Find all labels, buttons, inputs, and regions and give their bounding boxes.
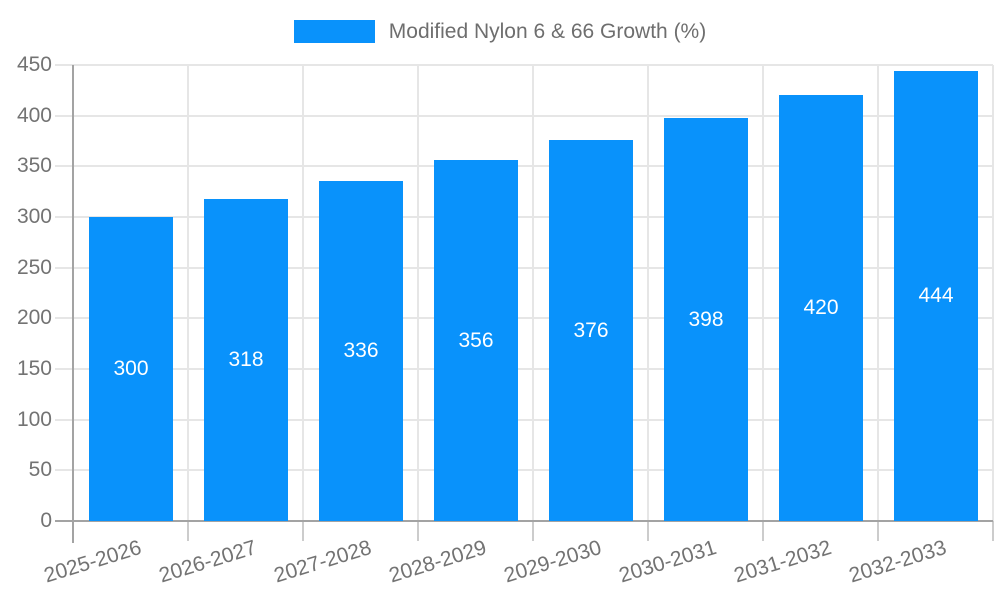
legend[interactable]: Modified Nylon 6 & 66 Growth (%) (0, 20, 1000, 43)
x-axis-tick (992, 521, 994, 541)
x-gridline (302, 65, 304, 521)
x-axis-category-label: 2029-2030 (501, 536, 605, 588)
bar-value-label: 444 (918, 284, 954, 307)
bar[interactable]: 444 (894, 71, 978, 521)
bar-value-label: 420 (803, 296, 839, 319)
x-axis-tick (762, 521, 764, 541)
bar-value-label: 336 (343, 339, 379, 362)
y-gridline (55, 317, 993, 319)
x-axis-tick (647, 521, 649, 541)
x-gridline (417, 65, 419, 521)
bar[interactable]: 420 (779, 95, 863, 521)
x-axis-category-label: 2030-2031 (616, 536, 720, 588)
x-gridline (187, 65, 189, 521)
y-axis-tick-label: 300 (16, 205, 52, 228)
bar[interactable]: 318 (204, 199, 288, 521)
x-axis-tick (187, 521, 189, 541)
x-axis-line (55, 520, 993, 522)
y-axis-line (72, 65, 74, 543)
bar-value-label: 398 (688, 307, 724, 331)
x-gridline (762, 65, 764, 521)
y-gridline (55, 368, 993, 370)
y-axis-tick-label: 150 (16, 357, 52, 380)
x-gridline (877, 65, 879, 521)
x-axis-category-label: 2032-2033 (846, 536, 950, 588)
y-gridline (55, 267, 993, 269)
y-gridline (55, 419, 993, 421)
x-axis-category-label: 2026-2027 (156, 536, 260, 588)
x-axis-tick (417, 521, 419, 541)
y-axis-tick-label: 350 (16, 154, 52, 177)
x-gridline (647, 65, 649, 521)
y-axis-tick-label: 400 (16, 104, 52, 127)
x-gridline (532, 65, 534, 521)
x-gridline (992, 65, 994, 521)
x-axis-category-label: 2031-2032 (731, 536, 835, 588)
x-axis-category-label: 2027-2028 (271, 536, 375, 588)
bar[interactable]: 356 (434, 160, 518, 521)
bar[interactable]: 376 (549, 140, 633, 521)
legend-label: Modified Nylon 6 & 66 Growth (%) (388, 20, 707, 43)
x-axis-category-label: 2025-2026 (41, 536, 145, 588)
y-axis-tick-label: 450 (16, 53, 52, 76)
bar[interactable]: 398 (664, 118, 748, 521)
bar[interactable]: 300 (89, 217, 173, 521)
y-gridline (55, 216, 993, 218)
y-gridline (55, 115, 993, 117)
y-axis-tick-label: 100 (16, 408, 52, 431)
bar-value-label: 376 (573, 318, 609, 342)
y-gridline (55, 165, 993, 167)
bar-value-label: 300 (113, 357, 149, 380)
bar-value-label: 356 (458, 328, 494, 352)
x-axis-tick (302, 521, 304, 541)
x-axis-tick (877, 521, 879, 541)
y-axis-tick-label: 50 (28, 458, 52, 481)
y-gridline (55, 469, 993, 471)
legend-swatch-icon (293, 20, 375, 43)
bar[interactable]: 336 (319, 181, 403, 521)
y-axis-tick-label: 200 (16, 306, 52, 329)
x-axis-category-label: 2028-2029 (386, 536, 490, 588)
y-gridline (55, 64, 993, 66)
y-axis-tick-label: 0 (40, 509, 52, 532)
bar-value-label: 318 (228, 348, 264, 371)
y-axis-tick-label: 250 (16, 256, 52, 279)
x-axis-tick (532, 521, 534, 541)
